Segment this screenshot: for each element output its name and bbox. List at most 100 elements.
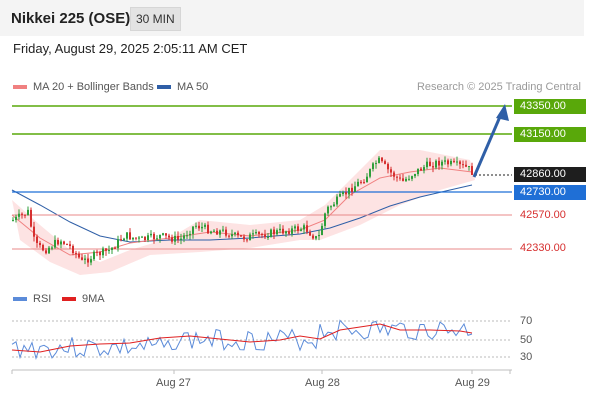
legend-swatch xyxy=(62,297,76,302)
candle-body xyxy=(243,236,245,240)
candle-body xyxy=(435,160,437,168)
candle-body xyxy=(342,192,344,195)
candle-body xyxy=(39,242,41,246)
candle-body xyxy=(390,169,392,173)
candle-body xyxy=(345,192,347,195)
candle-body xyxy=(69,244,71,246)
rsi-9ma-legend: 9MA xyxy=(62,293,105,305)
candle-body xyxy=(72,245,74,254)
timestamp: Friday, August 29, 2025 2:05:11 AM CET xyxy=(13,41,248,56)
candle-body xyxy=(429,161,431,167)
candle-body xyxy=(96,251,98,253)
level-tag-42730: 42730.00 xyxy=(514,185,586,200)
candle-body xyxy=(78,253,80,258)
legend-swatch xyxy=(157,85,171,90)
candle-body xyxy=(270,229,272,237)
candle-body xyxy=(408,178,410,180)
candle-body xyxy=(204,224,206,227)
candle-body xyxy=(36,236,38,243)
candle-body xyxy=(90,259,92,263)
candle-body xyxy=(453,160,455,162)
candle-body xyxy=(405,178,407,181)
legend-label: MA 20 + Bollinger Bands xyxy=(33,81,154,93)
level-tag-42330: 42330.00 xyxy=(520,242,566,254)
rsi-9ma-line xyxy=(11,323,473,353)
candlesticks xyxy=(12,155,473,267)
candle-body xyxy=(45,250,47,254)
interval-selector[interactable]: 30 MIN xyxy=(130,7,181,31)
candle-body xyxy=(321,225,323,236)
candle-body xyxy=(468,166,470,168)
candle-body xyxy=(330,206,332,208)
chart-header: Nikkei 225 (OSE) 30 MIN xyxy=(0,0,584,36)
x-label-aug29: Aug 29 xyxy=(455,377,490,389)
rsi-legend: RSI xyxy=(13,293,51,305)
candle-body xyxy=(348,187,350,195)
candle-body xyxy=(447,160,449,165)
candle-body xyxy=(201,226,203,229)
candle-body xyxy=(51,247,53,249)
candle-body xyxy=(339,194,341,197)
candle-body xyxy=(423,167,425,171)
candle-body xyxy=(192,226,194,234)
candle-body xyxy=(438,160,440,166)
candle-body xyxy=(216,230,218,235)
candle-body xyxy=(108,249,110,251)
candle-body xyxy=(150,233,152,236)
candle-body xyxy=(327,206,329,214)
candle-body xyxy=(189,233,191,236)
candle-body xyxy=(276,230,278,235)
candle-body xyxy=(210,231,212,234)
candle-body xyxy=(465,164,467,167)
candle-body xyxy=(42,245,44,251)
legend-ma50: MA 50 xyxy=(157,81,208,93)
candle-body xyxy=(177,235,179,240)
candle-body xyxy=(432,166,434,168)
legend-label: 9MA xyxy=(82,293,105,305)
candle-body xyxy=(93,251,95,260)
copyright: Research © 2025 Trading Central xyxy=(416,81,581,93)
candle-body xyxy=(462,164,464,166)
candle-body xyxy=(420,168,422,171)
candle-body xyxy=(207,224,209,234)
candle-body xyxy=(291,228,293,234)
candle-body xyxy=(444,160,446,162)
candle-body xyxy=(399,177,401,179)
candle-body xyxy=(165,233,167,236)
candle-body xyxy=(258,232,260,234)
candle-body xyxy=(357,181,359,187)
candle-body xyxy=(426,161,428,168)
candle-body xyxy=(375,163,377,165)
candle-body xyxy=(234,232,236,235)
candle-body xyxy=(267,236,269,238)
candle-body xyxy=(279,228,281,231)
candle-body xyxy=(384,161,386,164)
candle-body xyxy=(162,233,164,235)
candle-body xyxy=(168,235,170,238)
candle-body xyxy=(441,161,443,166)
candle-body xyxy=(120,239,122,241)
candle-body xyxy=(294,226,296,229)
candle-body xyxy=(114,247,116,249)
candle-body xyxy=(231,234,233,237)
candle-body xyxy=(456,161,458,163)
bollinger-band xyxy=(12,150,475,275)
candle-body xyxy=(63,241,65,244)
candle-body xyxy=(219,230,221,235)
candle-body xyxy=(318,235,320,237)
candle-body xyxy=(387,163,389,170)
candle-body xyxy=(324,213,326,226)
rsi-axis-50: 50 xyxy=(520,334,533,346)
candle-body xyxy=(81,257,83,260)
candle-body xyxy=(378,157,380,164)
candle-body xyxy=(87,258,89,263)
level-tag-43150: 43150.00 xyxy=(514,127,586,142)
candle-body xyxy=(288,231,290,234)
candle-body xyxy=(282,228,284,234)
candle-body xyxy=(213,230,215,232)
candle-body xyxy=(252,233,254,235)
candle-body xyxy=(132,237,134,240)
legend-label: MA 50 xyxy=(177,81,209,93)
candle-body xyxy=(84,258,86,260)
candle-body xyxy=(12,219,14,221)
